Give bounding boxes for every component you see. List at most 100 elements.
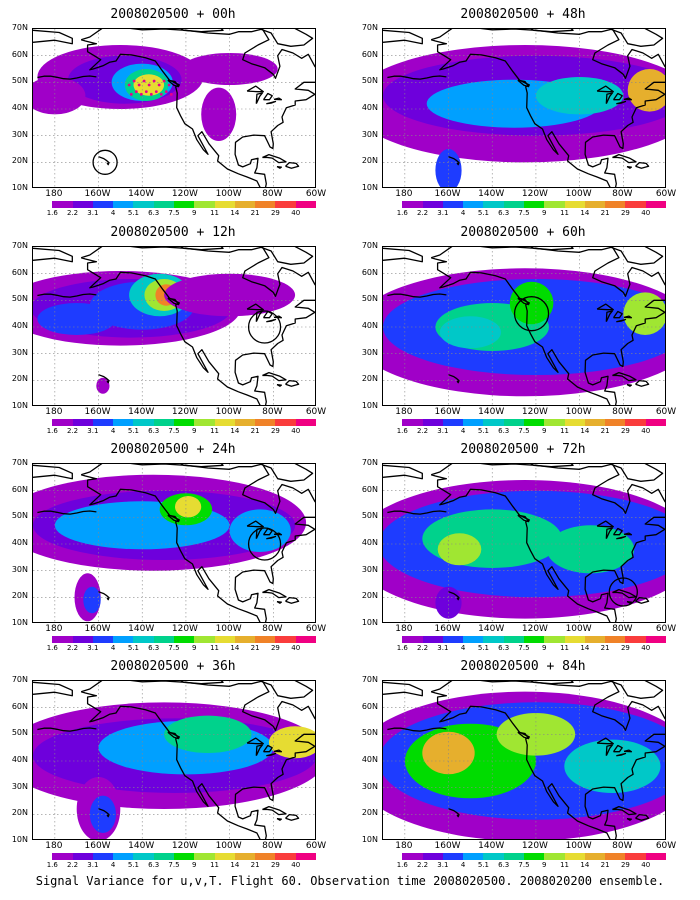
dropsonde-point (164, 90, 168, 94)
variance-contour-region (435, 586, 462, 619)
coastline (246, 520, 264, 528)
colorbar-swatch (483, 419, 504, 426)
verification-circle (247, 310, 282, 344)
longitude-tick-label: 100W (215, 841, 242, 851)
variance-field (33, 464, 315, 622)
map-frame (32, 246, 316, 406)
colorbar-swatch (32, 636, 53, 643)
longitude-tick-label: 140W (128, 841, 155, 851)
longitude-tick-label: 140W (478, 407, 505, 417)
colorbar-label: 3.1 (437, 861, 449, 869)
coastline (596, 85, 614, 93)
colorbar-swatch (52, 419, 73, 426)
colorbar-label: 1.6 (46, 644, 58, 652)
latitude-tick-label: 20N (361, 156, 378, 166)
variance-contour-region (627, 69, 665, 112)
dropsonde-point (159, 92, 163, 96)
coastline (255, 92, 264, 104)
coastline (180, 681, 224, 685)
colorbar-label: 2.2 (66, 644, 79, 652)
colorbar-swatch (402, 419, 423, 426)
variance-contour-region (33, 77, 86, 115)
colorbar-label: 9 (542, 644, 547, 652)
dropsonde-point (169, 92, 173, 96)
colorbar-swatch (295, 636, 316, 643)
latitude-tick-label: 30N (361, 564, 378, 574)
coastline (430, 681, 665, 839)
colorbar-swatch (153, 419, 174, 426)
variance-contour-region (89, 795, 116, 833)
colorbar-swatch (382, 636, 403, 643)
coastline (262, 527, 273, 536)
coastline (98, 156, 110, 166)
colorbar-swatch (402, 636, 423, 643)
longitude-tick-label: 120W (171, 624, 198, 634)
colorbar-label: 11 (210, 427, 220, 435)
longitude-tick-label: 120W (521, 624, 548, 634)
latitude-tick-label: 70N (11, 458, 28, 467)
colorbar-label: 40 (291, 427, 301, 435)
coastline (616, 318, 627, 323)
colorbar-label: 21 (250, 209, 260, 217)
map-frame (382, 246, 666, 406)
colorbar-swatch (153, 201, 174, 208)
coastline (262, 744, 273, 753)
colorbar-label: 40 (291, 209, 301, 217)
map-panel: 2008020500 + 48h 70N 60N 50N 40N 30N 20N 10N 1… (350, 2, 690, 220)
graticule (383, 29, 665, 187)
coastline (266, 752, 277, 757)
colorbar-label: 14 (230, 209, 240, 217)
longitude-tick-label: 60W (305, 189, 327, 199)
colorbar-label: 11 (560, 644, 570, 652)
colorbar-swatch (133, 636, 154, 643)
coastline (180, 29, 224, 33)
colorbar-swatch (645, 201, 666, 208)
coastline (266, 100, 277, 105)
colorbar-swatch (605, 636, 626, 643)
longitude-tick-label: 100W (565, 407, 592, 417)
coastline (80, 681, 315, 839)
colorbar-swatch (234, 853, 256, 860)
colorbar-label: 9 (192, 209, 197, 217)
coastline (80, 464, 315, 622)
coastline (626, 600, 633, 604)
variance-contour-region (546, 525, 635, 574)
colorbar-swatch (133, 201, 154, 208)
variance-contours (33, 271, 296, 394)
latitude-tick-label: 40N (11, 538, 28, 547)
colorbar-label: 11 (560, 861, 570, 869)
colorbar-swatch (92, 636, 114, 643)
latitude-tick-label: 30N (361, 129, 378, 139)
colorbar (32, 201, 316, 208)
longitude-tick-label: 160W (434, 407, 461, 417)
colorbar-swatch (463, 853, 484, 860)
colorbar-swatch (382, 201, 403, 208)
colorbar-label: 21 (250, 861, 260, 869)
colorbar-label: 4 (110, 209, 116, 217)
latitude-tick-label: 50N (361, 294, 378, 304)
colorbar-swatch (173, 419, 195, 426)
colorbar-swatch (382, 419, 403, 426)
colorbar-label: 3.1 (437, 209, 449, 217)
coastline (612, 744, 623, 753)
longitude-tick-label: 80W (262, 624, 283, 634)
graticule (383, 681, 665, 839)
longitude-tick-label: 100W (565, 624, 592, 634)
latitude-tick-label: 30N (361, 781, 378, 791)
colorbar-label: 1.6 (46, 861, 58, 869)
colorbar-swatch (483, 201, 504, 208)
longitude-tick-label: 120W (171, 841, 198, 851)
coastline (259, 681, 314, 699)
colorbar-label: 21 (600, 427, 610, 435)
colorbar-swatch (92, 853, 114, 860)
longitude-tick-label: 160W (434, 624, 461, 634)
colorbar-swatch (645, 419, 666, 426)
coastline (383, 29, 423, 45)
observation-regions (247, 527, 282, 561)
colorbar-swatch (153, 636, 174, 643)
colorbar-swatch (402, 853, 423, 860)
colorbar-swatch (625, 419, 646, 426)
dropsonde-point (129, 92, 133, 96)
coastline (98, 808, 110, 818)
coastline (262, 371, 287, 382)
